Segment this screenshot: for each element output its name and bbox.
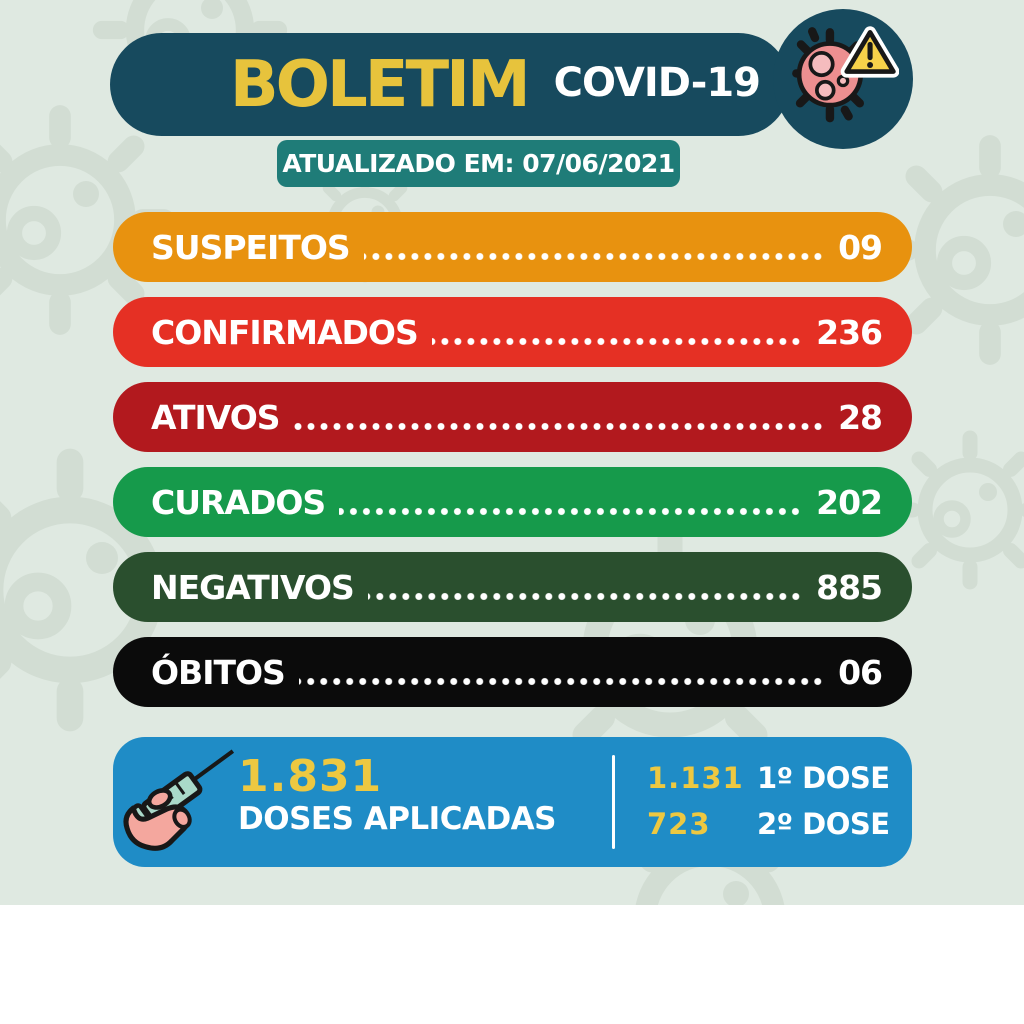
vertical-divider: [612, 755, 615, 849]
stat-bar-ativos: ATIVOS 28: [113, 382, 912, 452]
stat-bar-suspeitos: SUSPEITOS 09: [113, 212, 912, 282]
virus-badge-circle: [773, 9, 913, 149]
dotted-leader: [298, 676, 825, 686]
stat-value: 202: [816, 482, 883, 522]
updated-date-label: ATUALIZADO EM: 07/06/2021: [282, 149, 675, 178]
dotted-leader: [293, 421, 825, 431]
dose-breakdown: 1.131 1º DOSE 723 2º DOSE: [647, 761, 890, 841]
stat-bar-curados: CURADOS 202: [113, 467, 912, 537]
second-dose-label: 2º DOSE: [757, 807, 890, 841]
stat-value: 06: [838, 652, 883, 692]
total-doses-block: 1.831 DOSES APLICADAS: [238, 751, 557, 838]
stat-value: 236: [816, 312, 883, 352]
first-dose-label: 1º DOSE: [757, 761, 890, 795]
stat-value: 09: [838, 227, 883, 267]
stat-label: ATIVOS: [151, 397, 281, 437]
first-dose-row: 1.131 1º DOSE: [647, 761, 890, 795]
header-banner: BOLETIM COVID-19: [110, 33, 790, 136]
stat-label: ÓBITOS: [151, 652, 286, 692]
virus-alert-icon: [792, 26, 899, 123]
total-doses-value: 1.831: [238, 751, 383, 802]
stat-label: SUSPEITOS: [151, 227, 351, 267]
stat-bar-confirmados: CONFIRMADOS 236: [113, 297, 912, 367]
stat-value: 28: [838, 397, 883, 437]
bulletin-title: BOLETIM: [229, 47, 531, 122]
footer-bar: GOVERNO MUNICIPAL DE PEDRO RÉGIS COMPROM…: [0, 905, 1024, 1024]
updated-banner: ATUALIZADO EM: 07/06/2021: [277, 140, 680, 187]
dotted-leader: [363, 251, 825, 261]
total-doses-label: DOSES APLICADAS: [238, 801, 557, 838]
stat-bar-obitos: ÓBITOS 06: [113, 637, 912, 707]
second-dose-value: 723: [647, 807, 711, 841]
covid-19-label: COVID-19: [553, 59, 761, 106]
second-dose-row: 723 2º DOSE: [647, 807, 890, 841]
first-dose-value: 1.131: [647, 761, 744, 795]
dotted-leader: [367, 591, 803, 601]
stat-value: 885: [816, 567, 883, 607]
dotted-leader: [339, 506, 803, 516]
stat-bar-negativos: NEGATIVOS 885: [113, 552, 912, 622]
dotted-leader: [431, 336, 803, 346]
stat-label: NEGATIVOS: [151, 567, 355, 607]
syringe-hand-icon: [123, 749, 235, 851]
stat-label: CONFIRMADOS: [151, 312, 419, 352]
vaccine-panel: 1.831 DOSES APLICADAS 1.131 1º DOSE 723 …: [113, 737, 912, 867]
stat-label: CURADOS: [151, 482, 326, 522]
